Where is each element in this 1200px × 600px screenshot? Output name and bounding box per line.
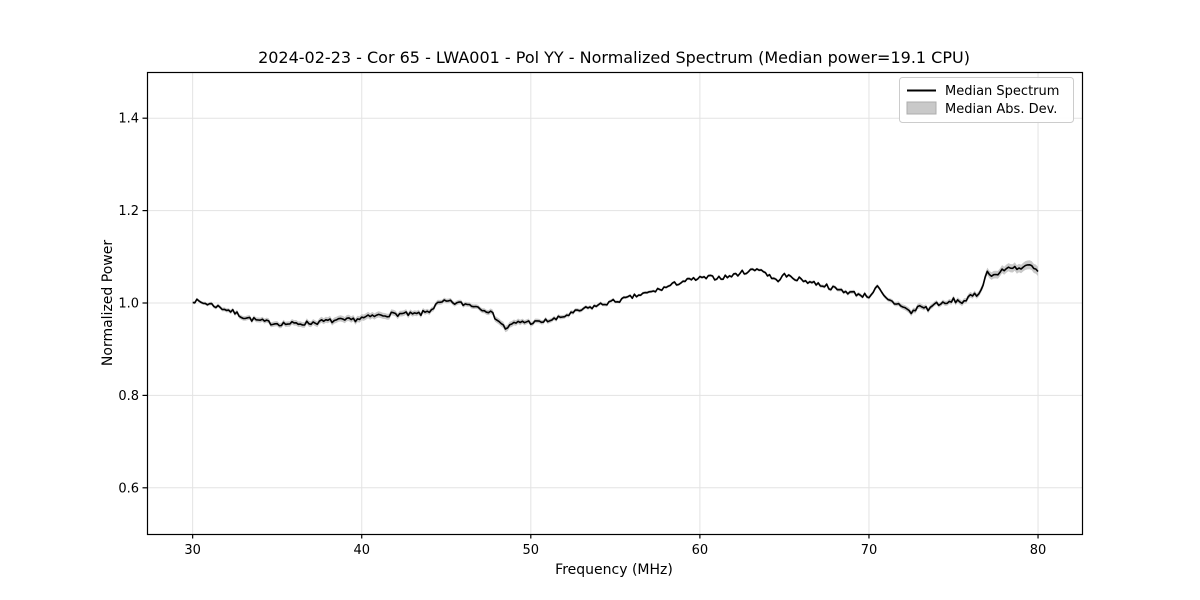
y-axis-label: Normalized Power (100, 240, 116, 366)
tick-layer: 30 40 50 60 70 80 0.6 0.8 1.0 1.2 1.4 (118, 112, 1046, 558)
x-tick-label: 70 (861, 543, 878, 558)
legend-box (899, 77, 1074, 123)
y-tick-label: 1.2 (118, 204, 139, 219)
x-tick-label: 50 (523, 543, 540, 558)
x-tick-label: 60 (692, 543, 709, 558)
y-tick-label: 1.0 (118, 297, 139, 312)
x-tick-label: 80 (1030, 543, 1047, 558)
y-tick-label: 0.8 (118, 389, 139, 404)
x-tick-label: 40 (353, 543, 370, 558)
x-axis-label: Frequency (MHz) (555, 562, 673, 578)
mad-band (192, 260, 1038, 333)
legend-label-mad: Median Abs. Dev. (945, 102, 1057, 117)
grid-layer (147, 72, 1082, 534)
legend-patch-swatch (906, 101, 937, 115)
y-tick-label: 0.6 (118, 481, 139, 496)
x-tick-label: 30 (184, 543, 201, 558)
axes-frame (146, 71, 1084, 536)
chart-title: 2024-02-23 - Cor 65 - LWA001 - Pol YY - … (258, 48, 970, 67)
legend-label-median-spectrum: Median Spectrum (945, 84, 1059, 99)
median-spectrum-line (192, 264, 1039, 330)
legend: Median Spectrum Median Abs. Dev. (899, 77, 1074, 123)
y-tick-label: 1.4 (118, 112, 139, 127)
